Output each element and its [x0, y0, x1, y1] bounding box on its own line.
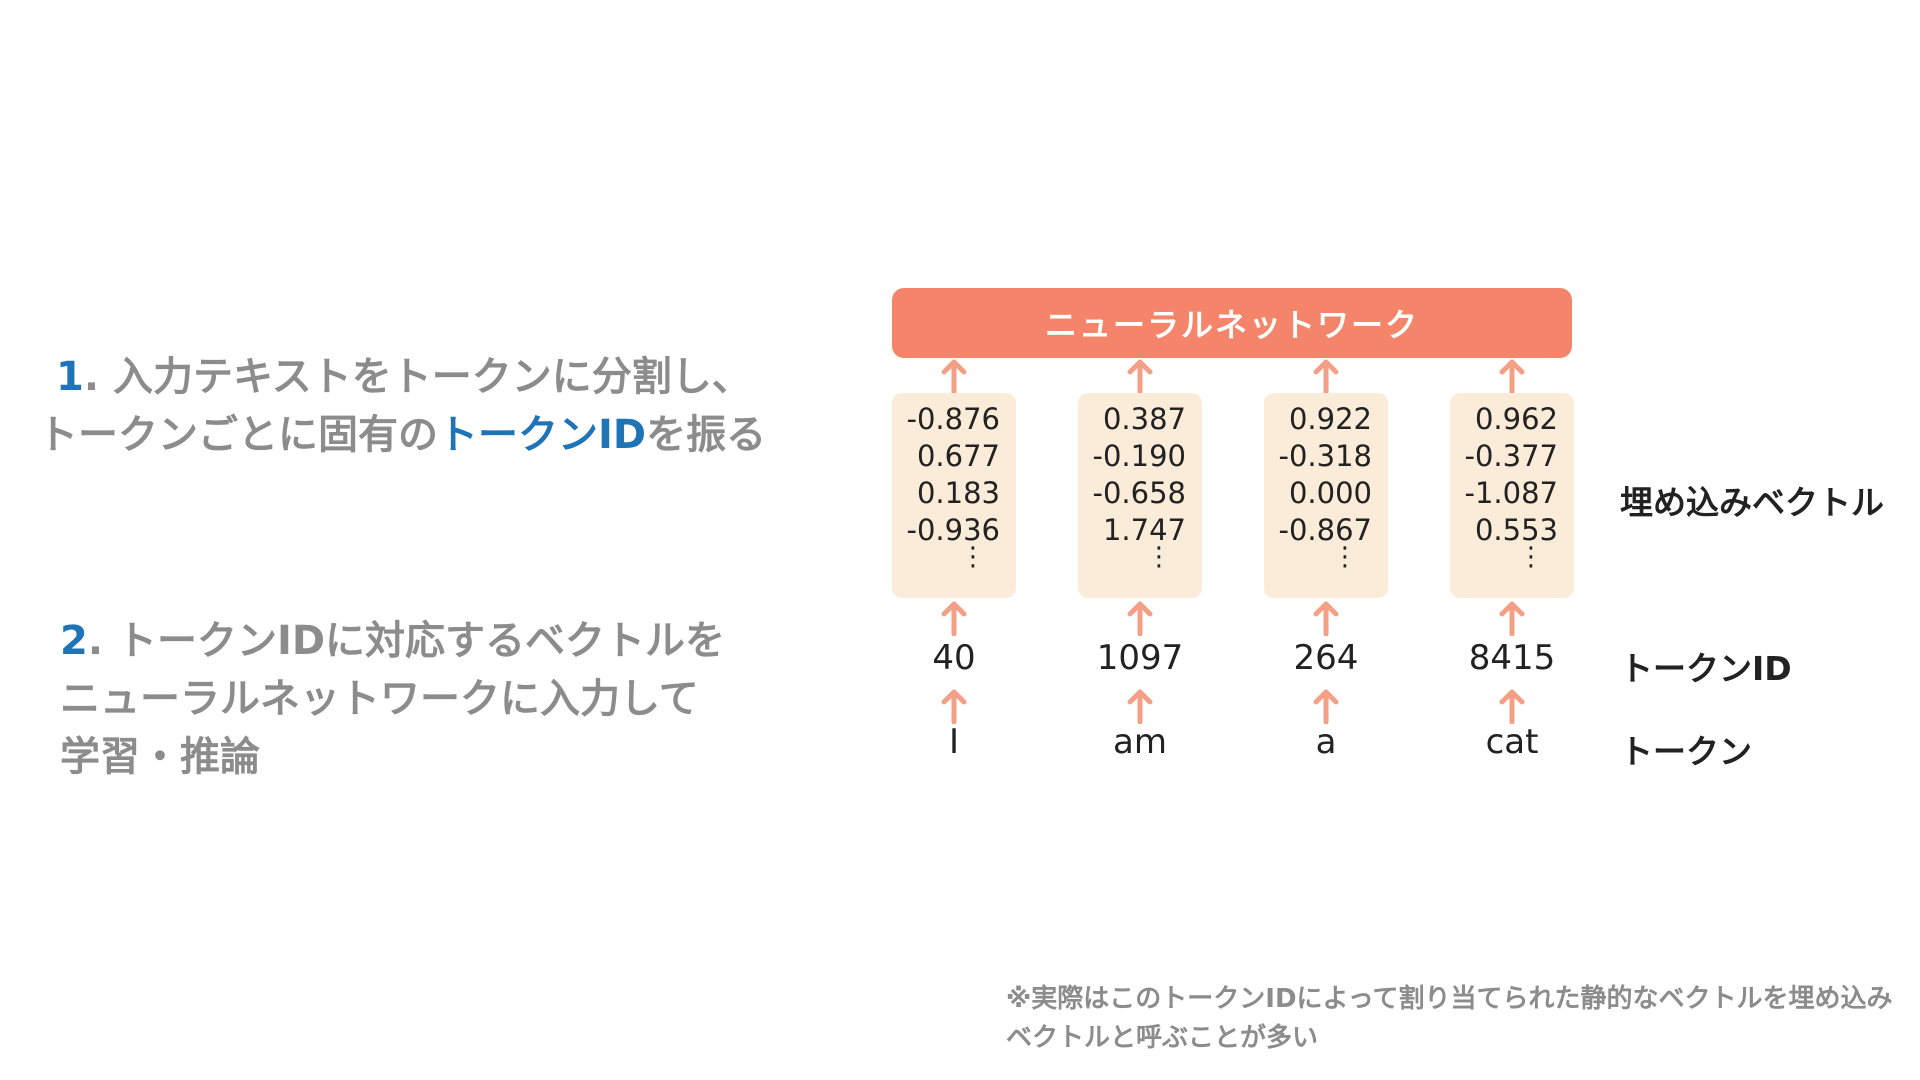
vertical-ellipsis: ⋮ [1146, 542, 1172, 572]
step-1-number: 1 [56, 354, 84, 400]
step-1-highlight: トークンID [438, 412, 647, 458]
token-value: am [1113, 722, 1167, 762]
row-label-embedding-vector: 埋め込みベクトル [1620, 483, 1884, 522]
token-value: cat [1485, 722, 1539, 762]
row-label-token: トークン [1620, 732, 1752, 771]
vector-value: -0.876 [906, 402, 1001, 436]
neural-network-box: ニューラルネットワーク [892, 288, 1572, 358]
token-id-value: 264 [1293, 638, 1359, 678]
vector-value: 0.922 [1288, 402, 1372, 436]
up-arrow-icon [1127, 688, 1153, 725]
up-arrow-icon [1313, 600, 1339, 637]
embedding-vector-box: -0.876 0.677 0.183 -0.936 ⋮ [892, 393, 1016, 598]
step-1-line2-pre: トークンごとに固有の [38, 412, 438, 458]
vertical-ellipsis: ⋮ [1332, 542, 1358, 572]
token-value: a [1315, 722, 1337, 762]
vertical-ellipsis: ⋮ [1518, 542, 1544, 572]
up-arrow-icon [941, 600, 967, 637]
vector-value: -0.190 [1092, 439, 1187, 473]
vector-value: 0.677 [916, 439, 1000, 473]
up-arrow-icon [941, 358, 967, 395]
up-arrow-icon [1313, 358, 1339, 395]
token-value: I [948, 722, 960, 762]
vector-value: 0.387 [1102, 402, 1186, 436]
token-id-value: 1097 [1096, 638, 1184, 678]
vector-value: 0.000 [1288, 476, 1372, 510]
vector-value: -0.377 [1464, 439, 1559, 473]
up-arrow-icon [1499, 600, 1525, 637]
token-id-value: 40 [932, 638, 976, 678]
up-arrow-icon [1499, 358, 1525, 395]
vector-value: 1.747 [1102, 513, 1186, 547]
embedding-vector-box: 0.922 -0.318 0.000 -0.867 ⋮ [1264, 393, 1388, 598]
step-1-line2-post: を振る [646, 412, 767, 458]
vector-value: -0.867 [1278, 513, 1373, 547]
step-1-line1: . 入力テキストをトークンに分割し、 [83, 354, 752, 400]
embedding-vector-box: 0.962 -0.377 -1.087 0.553 ⋮ [1450, 393, 1574, 598]
vector-value: -0.318 [1278, 439, 1373, 473]
footnote: ※実際はこのトークンIDによって割り当てられた静的なベクトルを埋め込みベクトルと… [1006, 984, 1893, 1053]
step-2-line1: . トークンIDに対応するベクトルを [87, 618, 726, 664]
embedding-vector-box: 0.387 -0.190 -0.658 1.747 ⋮ [1078, 393, 1202, 598]
up-arrow-icon [941, 688, 967, 725]
vertical-ellipsis: ⋮ [960, 542, 986, 572]
vector-value: -1.087 [1464, 476, 1559, 510]
embedding-diagram: ニューラルネットワーク -0.876 0.677 0.183 -0.936 ⋮ 40 I 0.… [830, 270, 1920, 830]
vector-value: 0.183 [916, 476, 1000, 510]
vector-value: -0.936 [906, 513, 1001, 547]
vector-value: 0.553 [1474, 513, 1558, 547]
token-id-value: 8415 [1468, 638, 1556, 678]
step-2-line3: 学習・推論 [60, 734, 260, 780]
up-arrow-icon [1127, 358, 1153, 395]
up-arrow-icon [1127, 600, 1153, 637]
vector-value: 0.962 [1474, 402, 1558, 436]
step-1-text: 1. 入力テキストをトークンに分割し、 トークンごとに固有のトークンIDを振る [38, 348, 766, 464]
row-label-token-id: トークンID [1620, 649, 1792, 688]
up-arrow-icon [1499, 688, 1525, 725]
step-2-text: 2. トークンIDに対応するベクトルを ニューラルネットワークに入力して 学習・… [60, 612, 725, 786]
step-2-line2: ニューラルネットワークに入力して [60, 676, 699, 722]
vector-value: -0.658 [1092, 476, 1187, 510]
up-arrow-icon [1313, 688, 1339, 725]
step-2-number: 2 [60, 618, 88, 664]
